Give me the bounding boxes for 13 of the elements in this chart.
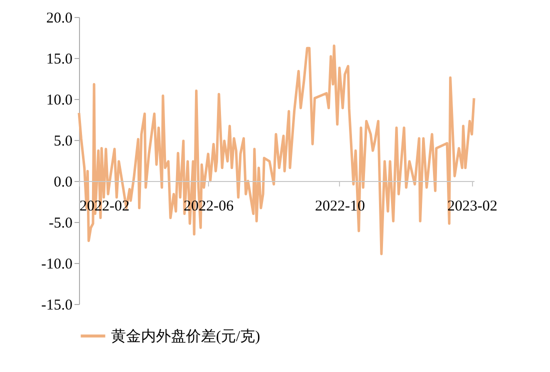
y-tick-label: -10.0 [41, 256, 72, 272]
y-tick-label: 0.0 [54, 174, 72, 190]
y-tick-label: 10.0 [46, 92, 72, 108]
y-tick-label: 5.0 [54, 134, 72, 150]
y-tick-label: -15.0 [41, 298, 72, 314]
x-tick-label: 2022-02 [80, 198, 130, 214]
y-tick-label: -5.0 [48, 216, 72, 232]
x-tick-label: 2022-06 [184, 198, 234, 214]
y-tick-label: 20.0 [46, 10, 72, 26]
y-tick-label: 15.0 [46, 52, 72, 68]
x-tick-label: 2023-02 [447, 198, 498, 214]
legend-label: 黄金内外盘价差(元/克) [111, 328, 260, 345]
x-tick-label: 2022-10 [314, 198, 365, 214]
